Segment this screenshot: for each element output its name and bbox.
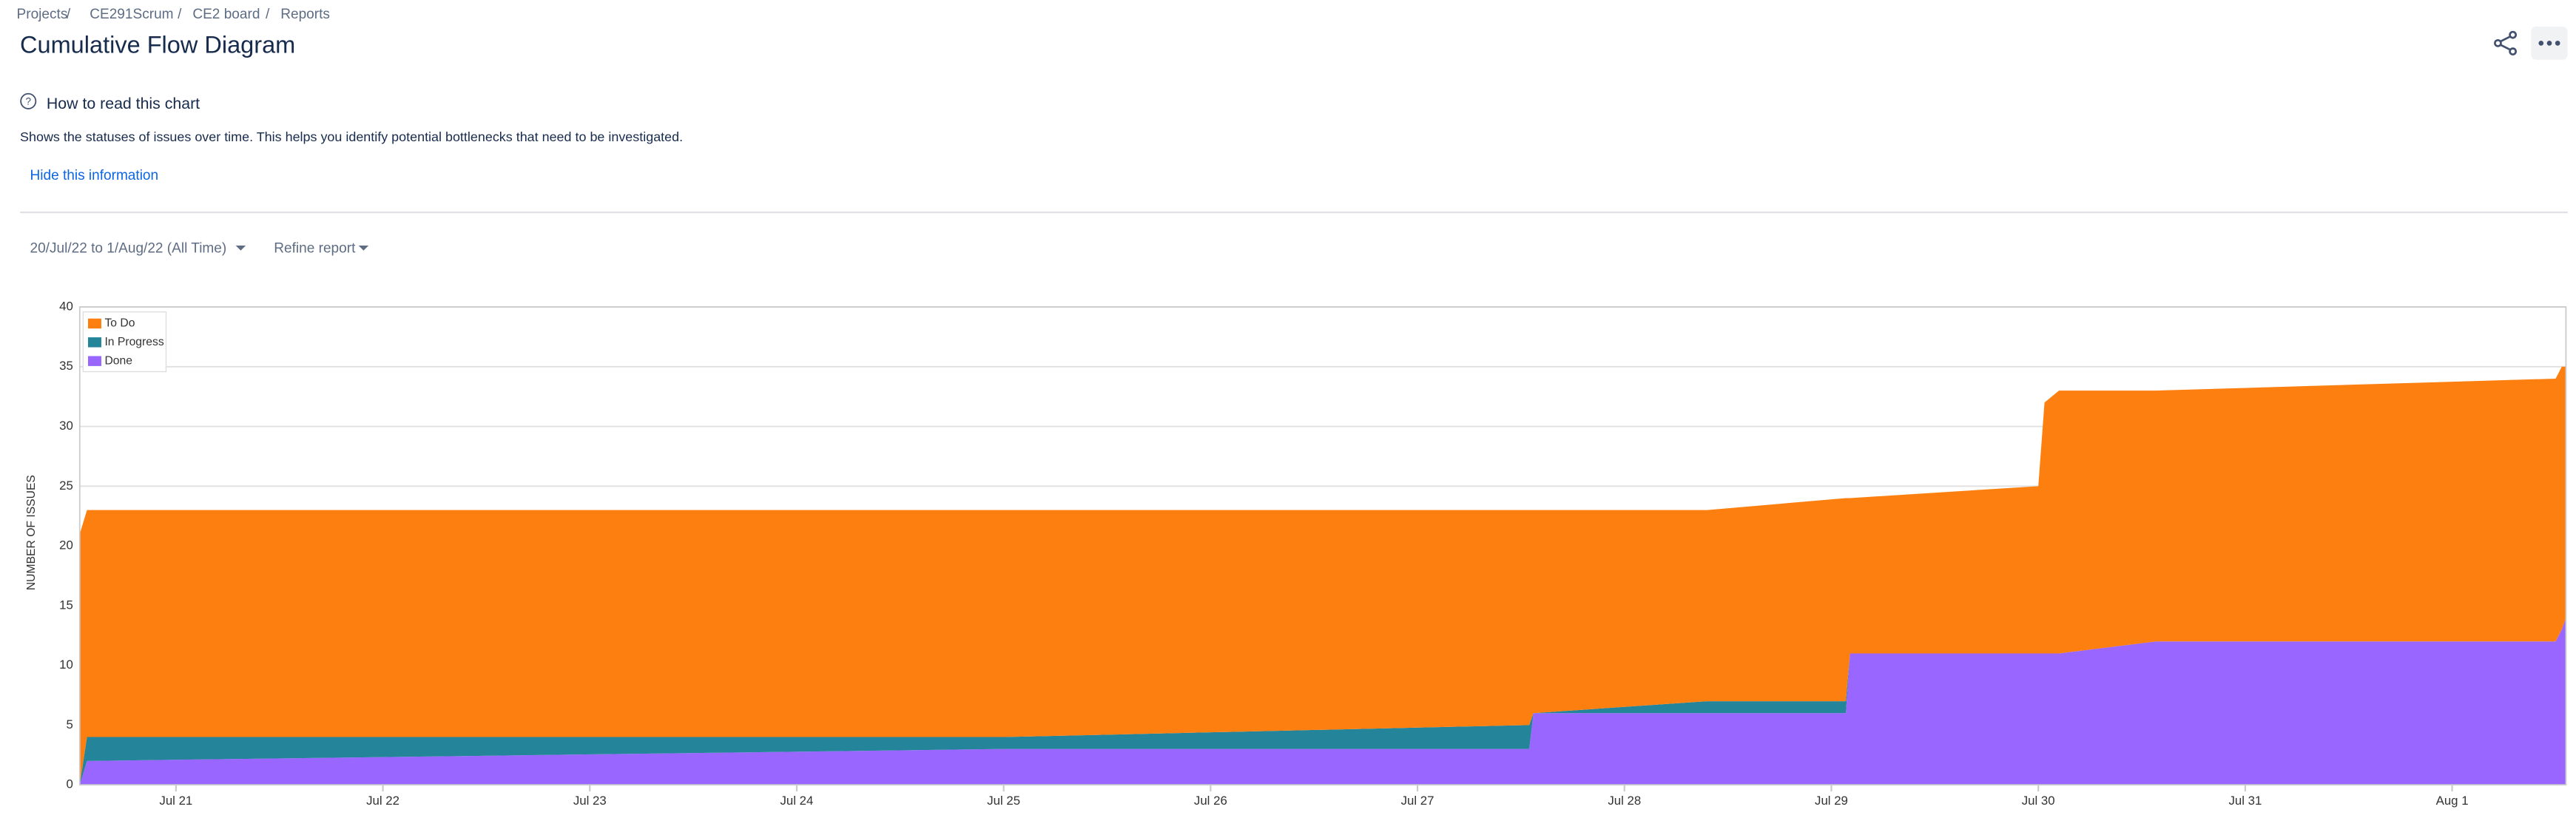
y-axis-label: NUMBER OF ISSUES — [25, 475, 38, 590]
share-button[interactable] — [2494, 30, 2518, 55]
dropdown-caret — [358, 246, 369, 251]
more-icon — [2538, 40, 2560, 46]
x-tick-label: Jul 23 — [573, 794, 607, 808]
y-tick-label: 5 — [66, 717, 73, 731]
breadcrumb-separator: / — [67, 7, 71, 22]
breadcrumb-separator: / — [266, 7, 270, 22]
legend-label: In Progress — [104, 336, 163, 348]
area-2 — [79, 366, 2566, 785]
x-tick-label: Jul 24 — [780, 794, 814, 808]
y-tick-label: 15 — [59, 598, 73, 612]
x-tick-label: Jul 26 — [1194, 794, 1227, 808]
help-icon — [20, 92, 37, 109]
x-tick-label: Jul 25 — [987, 794, 1020, 808]
date-range-filter[interactable]: 20/Jul/22 to 1/Aug/22 (All Time) — [30, 241, 226, 257]
x-tick-label: Jul 21 — [159, 794, 192, 808]
y-tick-label: 20 — [59, 538, 73, 552]
x-tick-label: Aug 1 — [2436, 794, 2469, 808]
legend-label: To Do — [104, 317, 135, 330]
x-tick-label: Jul 30 — [2022, 794, 2055, 808]
breadcrumb-separator: / — [178, 7, 182, 22]
plot-border — [78, 306, 2567, 786]
info-description: Shows the statuses of issues over time. … — [20, 129, 683, 144]
y-tick-label: 30 — [59, 419, 73, 433]
x-tick-label: Jul 31 — [2228, 794, 2262, 808]
help-icon-mark: ? — [26, 96, 31, 107]
toggle-info-link[interactable]: Hide this information — [30, 168, 158, 183]
breadcrumb[interactable]: Reports — [280, 7, 330, 22]
breadcrumb[interactable]: Projects — [17, 7, 68, 22]
legend-label: Done — [104, 354, 132, 367]
y-tick-label: 35 — [59, 359, 73, 373]
legend-swatch — [88, 318, 101, 329]
y-tick-label: 0 — [66, 777, 73, 791]
breadcrumb[interactable]: CE291Scrum — [90, 7, 173, 22]
x-tick-label: Jul 29 — [1815, 794, 1848, 808]
y-tick-label: 25 — [59, 479, 73, 493]
page-title: Cumulative Flow Diagram — [20, 31, 295, 58]
x-tick-label: Jul 27 — [1401, 794, 1434, 808]
refine-report-button[interactable]: Refine report — [274, 241, 356, 257]
area-0 — [79, 617, 2566, 785]
y-tick-label: 40 — [59, 299, 73, 313]
y-tick-label: 10 — [59, 658, 73, 672]
chart: 0 5 10 15 20 25 30 35 40 Jul 21 Jul 22 Jul 23 Jul 24… — [25, 299, 2567, 808]
x-tick-label: Jul 28 — [1608, 794, 1641, 808]
legend-swatch — [88, 337, 101, 348]
info-heading: How to read this chart — [47, 95, 200, 112]
legend-swatch — [88, 356, 101, 366]
breadcrumb[interactable]: CE2 board — [192, 7, 260, 22]
dropdown-caret — [235, 246, 246, 251]
x-tick-label: Jul 22 — [366, 794, 399, 808]
area-1 — [79, 617, 2566, 785]
